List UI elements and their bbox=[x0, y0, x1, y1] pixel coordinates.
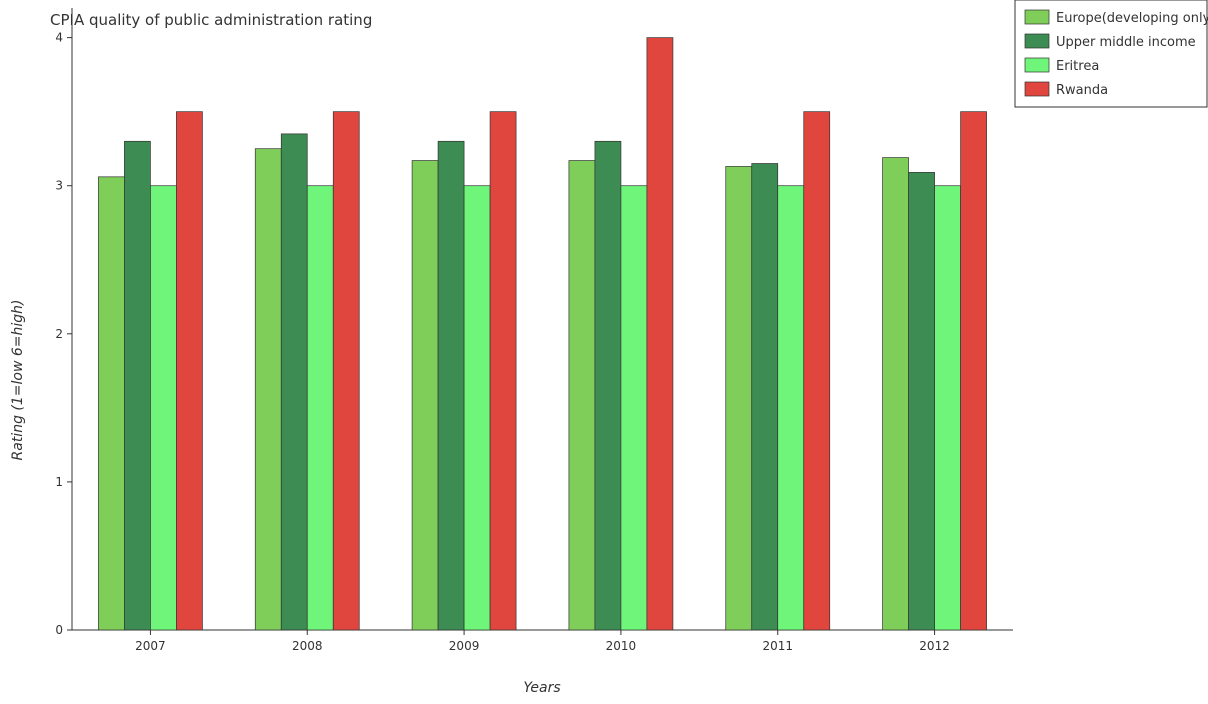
bar bbox=[960, 111, 987, 631]
bar bbox=[751, 163, 779, 631]
bar bbox=[254, 148, 282, 631]
legend-label: Upper middle income bbox=[1056, 35, 1196, 50]
bar bbox=[620, 185, 648, 631]
bar bbox=[176, 111, 203, 631]
bar bbox=[306, 185, 334, 631]
legend-label: Europe(developing only) bbox=[1056, 11, 1208, 26]
y-axis-label: Rating (1=low 6=high) bbox=[10, 300, 26, 461]
bar bbox=[280, 133, 308, 631]
bar bbox=[646, 37, 674, 631]
x-tick-label: 2008 bbox=[292, 639, 323, 653]
bar bbox=[98, 176, 125, 631]
y-tick-label: 0 bbox=[55, 623, 63, 637]
legend-swatch bbox=[1024, 81, 1050, 97]
bar bbox=[777, 185, 805, 631]
bar bbox=[934, 185, 961, 631]
bar bbox=[882, 157, 909, 631]
bars bbox=[98, 37, 987, 631]
bar bbox=[150, 185, 177, 631]
x-tick-label: 2012 bbox=[919, 639, 950, 653]
bar bbox=[411, 160, 439, 631]
bar bbox=[908, 172, 935, 631]
chart-title: CPIA quality of public administration ra… bbox=[50, 11, 372, 29]
bar bbox=[803, 111, 831, 631]
y-tick-label: 4 bbox=[55, 31, 63, 45]
x-tick-label: 2009 bbox=[449, 639, 480, 653]
x-axis-label: Years bbox=[523, 680, 560, 696]
legend-swatch bbox=[1024, 9, 1050, 25]
bar bbox=[332, 111, 360, 631]
legend-label: Rwanda bbox=[1056, 83, 1108, 98]
bar bbox=[568, 160, 596, 631]
y-tick-label: 2 bbox=[55, 327, 63, 341]
y-tick-label: 1 bbox=[55, 475, 63, 489]
legend-swatch bbox=[1024, 33, 1050, 49]
x-tick-label: 2007 bbox=[135, 639, 166, 653]
bar bbox=[725, 166, 753, 631]
x-tick-label: 2010 bbox=[606, 639, 637, 653]
bar bbox=[124, 140, 151, 631]
bar bbox=[463, 185, 491, 631]
bar bbox=[594, 140, 622, 631]
x-tick-label: 2011 bbox=[762, 639, 793, 653]
legend-swatch bbox=[1024, 57, 1050, 73]
legend: Europe(developing only) Upper middle inco… bbox=[1014, 0, 1208, 108]
y-tick-label: 3 bbox=[55, 179, 63, 193]
y-axis-ticks: 0 1 2 3 4 bbox=[55, 31, 72, 637]
bar bbox=[489, 111, 517, 631]
bar bbox=[437, 140, 465, 631]
axes bbox=[71, 8, 1013, 631]
x-axis-ticks: 2007 2008 2009 2010 2011 2012 bbox=[135, 630, 950, 653]
legend-label: Eritrea bbox=[1056, 59, 1099, 74]
